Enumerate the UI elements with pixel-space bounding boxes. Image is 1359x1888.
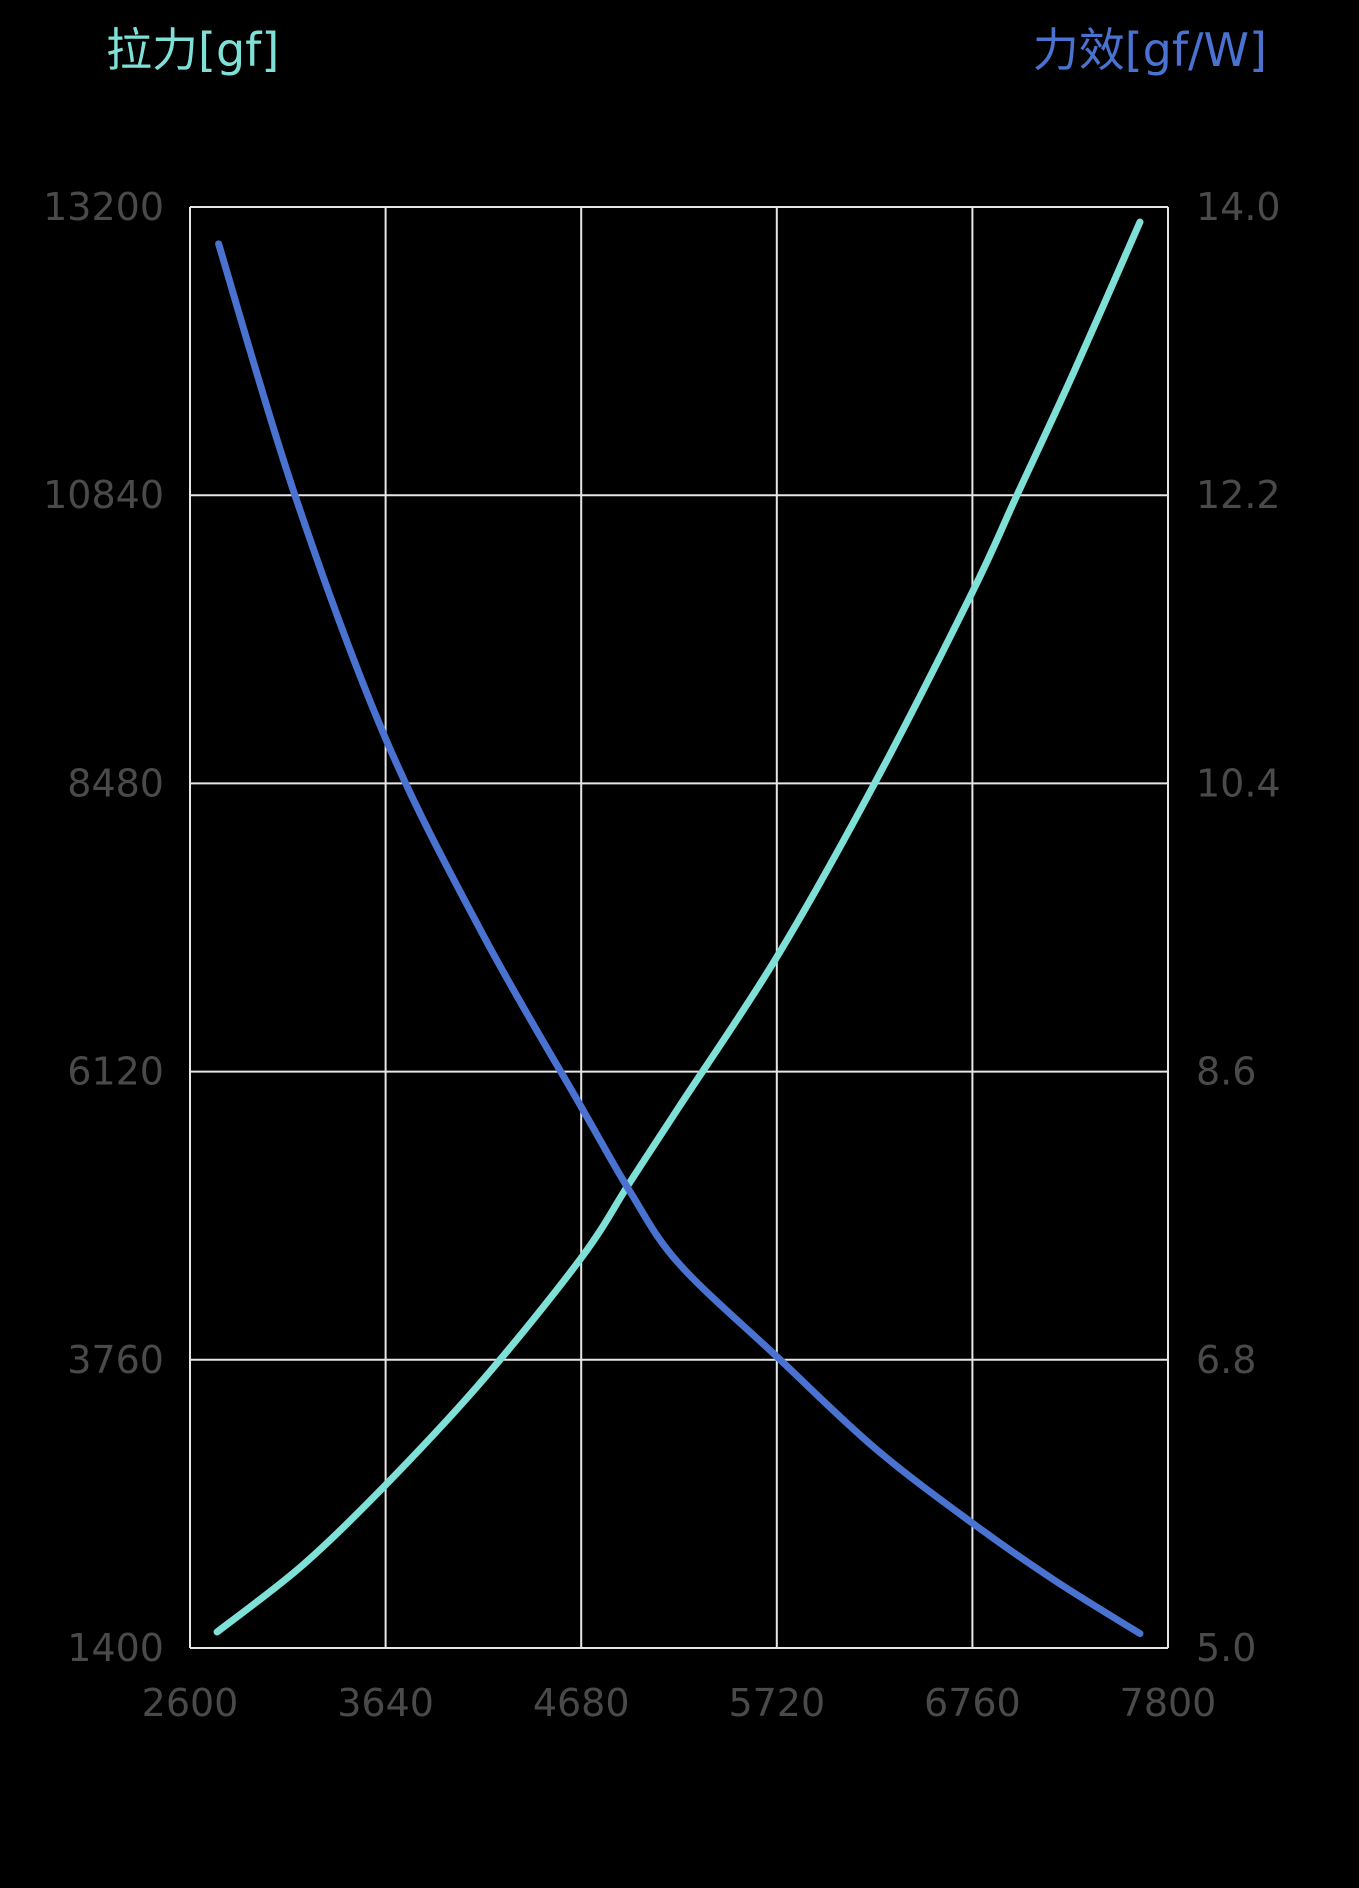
right-axis-title: 力效[gf/W] (1032, 23, 1267, 77)
right-y-axis-ticks: 5.0 6.8 8.6 10.4 12.2 14.0 (1196, 185, 1281, 1670)
grid-lines (189, 206, 1169, 1649)
right-y-tick-label: 10.4 (1196, 761, 1281, 805)
x-tick-label: 2600 (142, 1681, 239, 1725)
x-tick-label: 6760 (924, 1681, 1021, 1725)
left-y-tick-label: 6120 (67, 1050, 164, 1094)
x-tick-label: 5720 (728, 1681, 825, 1725)
x-tick-label: 4680 (533, 1681, 630, 1725)
x-axis-ticks: 2600 3640 4680 5720 6760 7800 (142, 1681, 1217, 1725)
left-y-tick-label: 8480 (67, 761, 164, 805)
efficiency-curve (215, 240, 1144, 1638)
left-y-tick-label: 3760 (67, 1338, 164, 1382)
right-y-tick-label: 6.8 (1196, 1338, 1256, 1382)
right-y-tick-label: 12.2 (1196, 473, 1281, 517)
x-tick-label: 3640 (337, 1681, 434, 1725)
right-y-tick-label: 8.6 (1196, 1050, 1256, 1094)
left-y-tick-label: 10840 (43, 473, 164, 517)
left-y-tick-label: 13200 (43, 185, 164, 229)
left-y-axis-ticks: 1400 3760 6120 8480 10840 13200 (43, 185, 164, 1670)
right-y-tick-label: 5.0 (1196, 1626, 1256, 1670)
left-y-tick-label: 1400 (67, 1626, 164, 1670)
right-y-tick-label: 14.0 (1196, 185, 1281, 229)
left-axis-title: 拉力[gf] (106, 23, 280, 77)
thrust-curve (213, 218, 1144, 1636)
x-tick-label: 7800 (1120, 1681, 1217, 1725)
